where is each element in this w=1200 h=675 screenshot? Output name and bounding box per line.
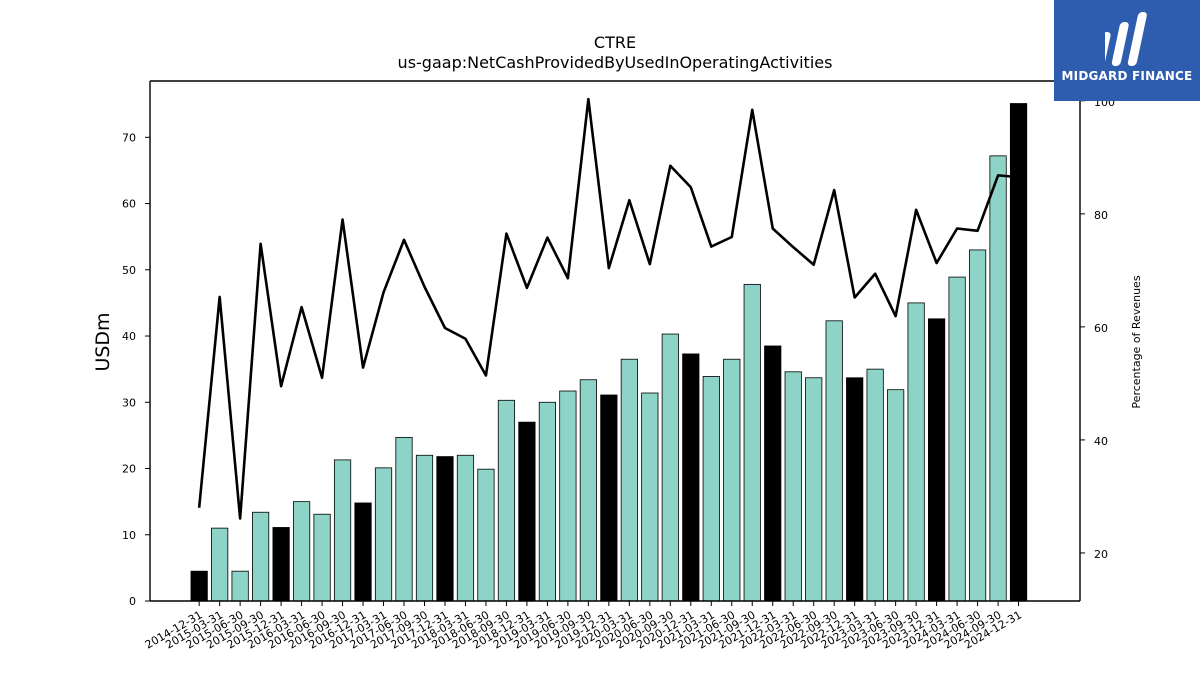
bar-2024-03-31	[948, 276, 966, 602]
bar-2016-06-30	[313, 513, 331, 602]
bar-2023-12-31	[928, 318, 946, 602]
y-tick-label: 70	[122, 131, 136, 144]
y-tick-label: 10	[122, 529, 136, 542]
bar-2024-09-30	[989, 155, 1007, 602]
bar-2019-06-30	[559, 390, 577, 602]
bar-2022-09-30	[825, 320, 843, 602]
y2-tick-label: 20	[1094, 548, 1108, 561]
percentage-line	[197, 97, 1019, 520]
bar-2018-06-30	[477, 468, 495, 602]
bar-2023-06-30	[887, 389, 905, 602]
bar-2022-12-31	[846, 377, 864, 602]
bar-2017-03-31	[374, 467, 393, 602]
bar-series	[190, 103, 1028, 602]
y-tick-label: 0	[129, 595, 136, 608]
bar-2016-09-30	[333, 459, 352, 602]
y2-tick-label: 60	[1094, 322, 1108, 335]
bar-2016-03-31	[292, 501, 311, 602]
bar-2019-12-31	[600, 394, 618, 602]
chart-subtitle: us-gaap:NetCashProvidedByUsedInOperating…	[398, 53, 833, 72]
bar-2015-09-30	[252, 511, 270, 602]
bar-2015-12-31	[272, 527, 290, 602]
brand-logo: MIDGARD FINANCE	[1054, 0, 1200, 101]
bar-2018-09-30	[497, 399, 516, 602]
y-tick-label: 40	[122, 330, 136, 343]
bar-2023-03-31	[866, 368, 884, 602]
bar-2023-09-30	[907, 302, 925, 602]
bar-2021-09-30	[743, 283, 761, 602]
bar-2024-12-31	[1009, 103, 1028, 602]
tick-group: 010203040506070204060801002014-12-312015…	[122, 96, 1115, 652]
bar-2021-12-31	[764, 345, 782, 602]
y-axis-label: USDm	[92, 312, 114, 371]
y2-tick-label: 80	[1094, 209, 1108, 222]
bar-2017-12-31	[436, 456, 454, 602]
bar-2018-12-31	[518, 421, 536, 602]
y-tick-label: 50	[122, 264, 136, 277]
bar-2022-03-31	[784, 371, 802, 602]
y-tick-label: 30	[122, 396, 136, 409]
bar-2020-12-31	[682, 353, 700, 602]
bar-2014-12-31	[190, 570, 208, 602]
bar-2019-03-31	[538, 401, 557, 602]
bar-2020-06-30	[641, 392, 659, 602]
bar-2020-09-30	[661, 333, 679, 602]
chart-title: CTRE	[594, 33, 636, 52]
bar-2020-03-31	[620, 358, 638, 602]
bar-2024-06-30	[968, 249, 987, 602]
y2-tick-label: 40	[1094, 435, 1108, 448]
bar-2016-12-31	[354, 502, 372, 602]
bar-2019-09-30	[579, 379, 597, 602]
y-tick-label: 20	[122, 463, 136, 476]
bar-2021-06-30	[723, 358, 741, 602]
bar-2022-06-30	[805, 377, 823, 602]
bar-2021-03-31	[702, 376, 720, 602]
y2-axis-label: Percentage of Revenues	[1130, 275, 1143, 408]
bar-2015-06-30	[231, 570, 249, 602]
logo-mark-icon	[1105, 12, 1147, 66]
brand-name: MIDGARD FINANCE	[1061, 69, 1193, 83]
y-tick-label: 60	[122, 198, 136, 211]
bar-2018-03-31	[456, 454, 475, 602]
bar-2015-03-31	[211, 527, 229, 602]
bar-2017-09-30	[415, 454, 434, 602]
line-series-group	[197, 97, 1019, 520]
bar-2017-06-30	[395, 436, 413, 602]
axes	[149, 80, 1081, 602]
